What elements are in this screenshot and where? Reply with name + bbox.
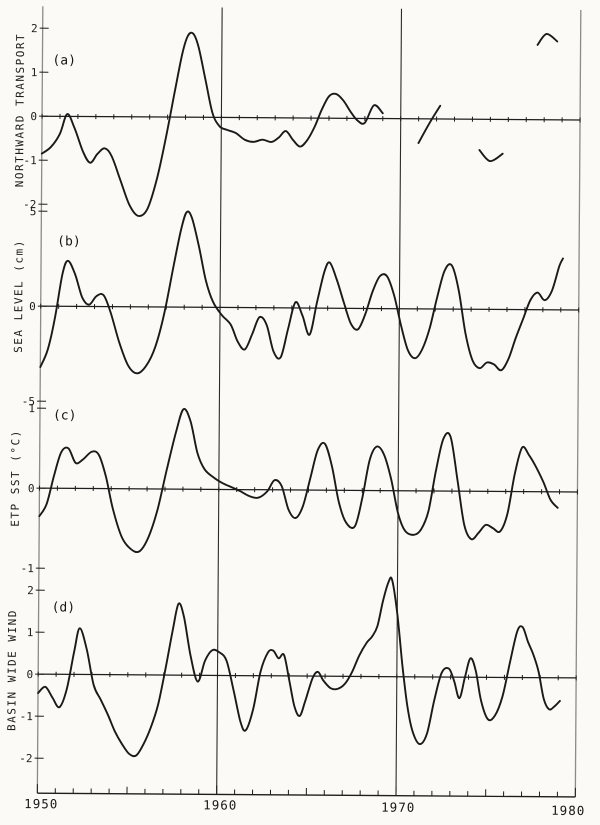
panel-letter-d: (d): [51, 600, 76, 616]
y-tick-label: -2: [19, 752, 32, 765]
y-tick-label: 5: [30, 205, 37, 218]
y-axis-label-northward-transport: NORTHWARD TRANSPORT: [13, 32, 28, 188]
y-tick-label: 0: [26, 668, 33, 681]
gridline-1970: [395, 8, 403, 796]
x-tick-label-1980: 1980: [551, 802, 586, 819]
data-curve-d: [37, 576, 561, 758]
x-tick-label-1970: 1970: [381, 799, 416, 815]
y-tick-label: -1: [21, 562, 34, 575]
panel-letter-a: (a): [52, 53, 76, 69]
data-curve-a: [40, 31, 384, 217]
x-tick-label-1950: 1950: [24, 796, 59, 812]
y-tick-label: 2: [31, 22, 38, 35]
panel-letter-c: (c): [52, 408, 77, 424]
x-tick-label-1960: 1960: [203, 797, 238, 813]
right-axis: [574, 9, 582, 797]
panel-d: 2 1 0 -1 -2: [19, 576, 577, 765]
y-tick-label: 0: [30, 110, 37, 123]
data-curve-a: [536, 32, 559, 46]
gridline-1960: [216, 7, 223, 795]
panel-a: 2 1 0 -1 -2: [23, 22, 581, 217]
left-axis: [36, 6, 44, 794]
y-tick-label: -5: [22, 395, 35, 408]
data-curve-b: [39, 210, 564, 375]
data-curve-a: [417, 104, 442, 144]
y-tick-label: -1: [23, 154, 36, 167]
data-curve-a: [478, 149, 504, 163]
y-tick-label: 1: [31, 66, 38, 79]
y-tick-label: 0: [28, 482, 35, 495]
y-tick-label: 1: [27, 626, 34, 639]
y-tick-label: -2: [23, 198, 36, 211]
y-axis-label-sea-level: SEA LEVEL (cm): [11, 239, 26, 353]
y-axis-label-etp-sst: ETP SST (°C): [8, 429, 23, 527]
panel-letter-b: (b): [57, 234, 81, 250]
y-axis-label-basin-wide-wind: BASIN WIDE WIND: [5, 609, 20, 731]
y-tick-label: 0: [29, 300, 36, 313]
panel-b: 5 0 -5: [22, 205, 580, 408]
y-tick-label: -1: [20, 710, 33, 723]
panel-c: 1 0 -1: [21, 402, 578, 575]
data-curve-c: [38, 407, 559, 554]
y-tick-label: 1: [28, 402, 35, 415]
y-tick-label: 2: [27, 584, 34, 597]
